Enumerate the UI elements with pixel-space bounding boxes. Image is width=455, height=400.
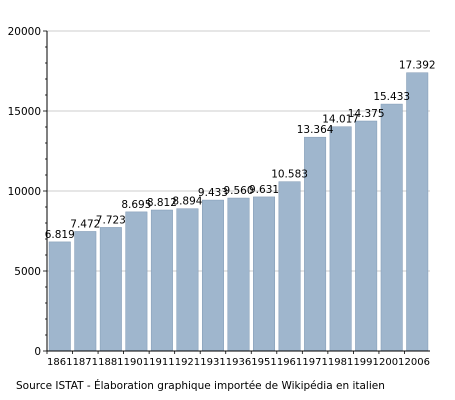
y-tick-label: 20000	[8, 26, 41, 38]
x-tick-label: 1936	[226, 357, 251, 368]
bar-value-label: 14.017	[322, 114, 359, 126]
y-tick-label: 0	[34, 346, 41, 358]
bar-layer	[48, 72, 429, 352]
y-tick-label: 15000	[8, 106, 41, 118]
bar-value-label: 17.392	[399, 60, 436, 72]
x-tick-label: 1881	[98, 357, 123, 368]
source-note: Source ISTAT - Élaboration graphique imp…	[16, 380, 385, 392]
x-tick-label: 1981	[328, 357, 353, 368]
y-tick-label: 5000	[14, 266, 41, 278]
x-tick-label: 1911	[149, 357, 174, 368]
x-tick-label: 1991	[353, 357, 378, 368]
bar	[227, 197, 250, 352]
x-tick-label: 1861	[47, 357, 72, 368]
bar	[125, 211, 148, 352]
x-tick-label: 1951	[251, 357, 276, 368]
bar	[201, 199, 224, 352]
bar-value-label: 8.695	[121, 199, 151, 211]
axis-layer: 0 5000 10000 15000 20000 1861 1871 1881 1901 1911…	[8, 26, 430, 368]
bar-value-label: 8.894	[172, 196, 202, 208]
bar-value-label: 7.723	[96, 214, 126, 226]
bar	[278, 181, 301, 352]
x-tick-label: 1961	[277, 357, 302, 368]
bar-value-label: 14.375	[348, 108, 385, 120]
x-tick-label: 1931	[200, 357, 225, 368]
bar	[48, 241, 71, 352]
bar-value-label: 9.433	[198, 187, 228, 199]
x-tick-label: 1971	[302, 357, 327, 368]
bar-value-label: 15.433	[373, 91, 410, 103]
bar	[329, 126, 352, 352]
bar	[406, 72, 429, 352]
x-tick-label: 1871	[73, 357, 98, 368]
x-tick-label: 1901	[124, 357, 149, 368]
bar	[74, 231, 97, 352]
x-tick-label: 1921	[175, 357, 200, 368]
x-tick-label: 2001	[379, 357, 404, 368]
bar	[99, 227, 122, 352]
bar	[253, 196, 276, 352]
y-tick-label: 10000	[8, 186, 41, 198]
bar-value-label: 9.560	[223, 185, 253, 197]
bar-value-label: 7.472	[70, 218, 100, 230]
bar-value-label: 9.631	[249, 184, 279, 196]
bar	[176, 208, 199, 352]
bar-value-label: 8.812	[147, 197, 177, 209]
bar-value-label: 10.583	[271, 169, 308, 181]
bar	[355, 120, 378, 352]
bar	[380, 103, 403, 352]
x-tick-label: 2006	[405, 357, 430, 368]
bar-value-label: 13.364	[297, 124, 334, 136]
bar	[150, 209, 173, 352]
bar-value-label: 6.819	[45, 229, 75, 241]
